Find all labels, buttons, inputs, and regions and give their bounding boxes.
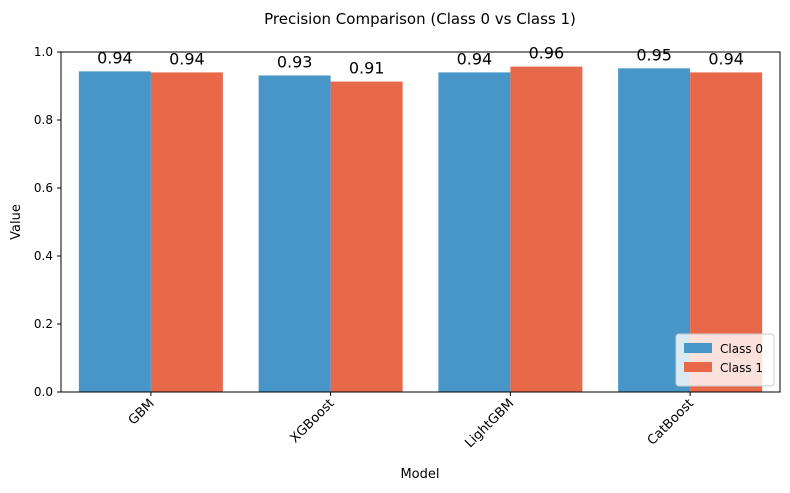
data-label: 0.94 — [457, 49, 493, 68]
legend-label: Class 1 — [720, 361, 763, 375]
x-tick-label: XGBoost — [287, 396, 337, 446]
data-label: 0.94 — [97, 48, 133, 67]
data-labels-layer: 0.94 0.94 0.93 0.91 0.94 0.96 0.95 0.94 — [97, 44, 744, 78]
data-label: 0.95 — [636, 45, 672, 64]
x-tick-label: CatBoost — [645, 396, 697, 448]
data-label: 0.96 — [529, 44, 565, 63]
bar-gbm-class-0 — [78, 71, 151, 392]
bar-gbm-class-1 — [150, 72, 223, 393]
x-axis-label: Model — [400, 467, 439, 482]
bar-lightgbm-class-0 — [438, 72, 511, 393]
chart-title: Precision Comparison (Class 0 vs Class 1… — [264, 10, 576, 28]
data-label: 0.91 — [349, 59, 385, 78]
bar-xgboost-class-0 — [258, 75, 331, 393]
y-axis: 0.0 0.2 0.4 0.6 0.8 1.0 — [34, 45, 61, 399]
y-tick-label: 0.2 — [34, 317, 53, 331]
plot-frame — [60, 51, 781, 393]
y-tick-label: 1.0 — [34, 45, 53, 59]
y-tick-label: 0.4 — [34, 249, 53, 263]
data-label: 0.94 — [169, 49, 205, 68]
legend: Class 0 Class 1 — [675, 333, 775, 387]
x-axis: GBM XGBoost LightGBM CatBoost — [126, 392, 697, 451]
y-tick-label: 0.6 — [34, 181, 53, 195]
legend-swatch — [684, 362, 712, 372]
data-label: 0.94 — [708, 49, 744, 68]
bar-xgboost-class-1 — [330, 81, 403, 392]
data-label: 0.93 — [277, 52, 313, 71]
legend-label: Class 0 — [720, 342, 763, 356]
y-axis-label: Value — [9, 204, 24, 240]
bars-layer — [78, 66, 763, 393]
y-tick-label: 0.0 — [34, 385, 53, 399]
bar-lightgbm-class-1 — [510, 66, 583, 393]
y-tick-label: 0.8 — [34, 113, 53, 127]
x-tick-label: GBM — [126, 396, 158, 428]
legend-swatch — [684, 343, 712, 353]
x-tick-label: LightGBM — [462, 396, 517, 451]
